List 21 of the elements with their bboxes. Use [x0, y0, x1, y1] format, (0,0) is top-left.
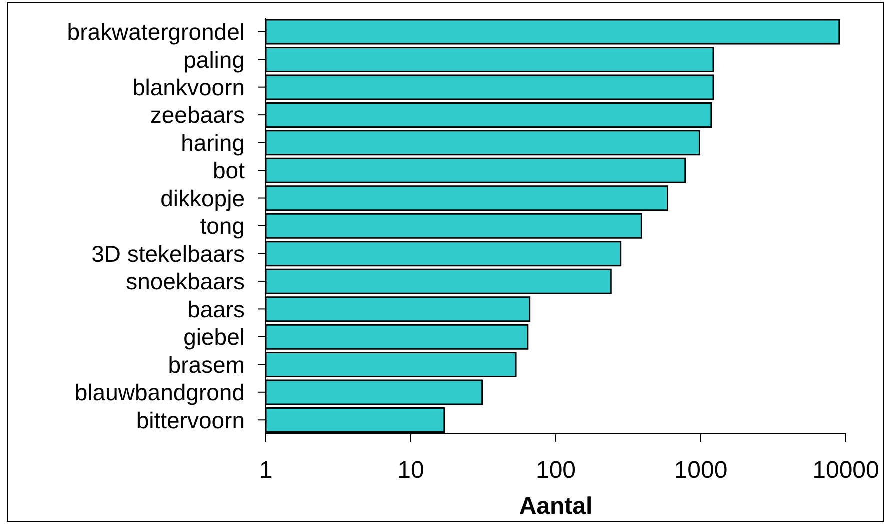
- x-tick-label: 10000: [812, 457, 880, 484]
- y-tick-label: blauwbandgrond: [74, 380, 245, 406]
- y-tick-label: tong: [200, 213, 245, 240]
- x-tick-label: 10: [398, 457, 424, 484]
- y-tick-label: zeebaars: [150, 102, 245, 128]
- y-tick-label: blankvoorn: [132, 74, 245, 100]
- y-tick-label: haring: [181, 130, 245, 156]
- y-tick-label: dikkopje: [160, 185, 245, 212]
- x-tick-label: 1000: [674, 457, 728, 484]
- y-tick-label: baars: [187, 296, 245, 322]
- y-tick-label: brasem: [168, 352, 245, 378]
- y-tick-label: 3D stekelbaars: [92, 240, 245, 267]
- y-tick-label: paling: [184, 46, 245, 73]
- y-tick-label: brakwatergrondel: [67, 19, 245, 46]
- x-axis-title: Aantal: [519, 493, 593, 520]
- y-tick-label: giebel: [184, 324, 245, 350]
- y-tick-label: snoekbaars: [126, 268, 245, 295]
- x-tick-label: 1: [259, 457, 273, 484]
- x-tick-label: 100: [536, 457, 576, 484]
- y-tick-label: bittervoorn: [136, 407, 245, 434]
- y-tick-label: bot: [213, 158, 246, 184]
